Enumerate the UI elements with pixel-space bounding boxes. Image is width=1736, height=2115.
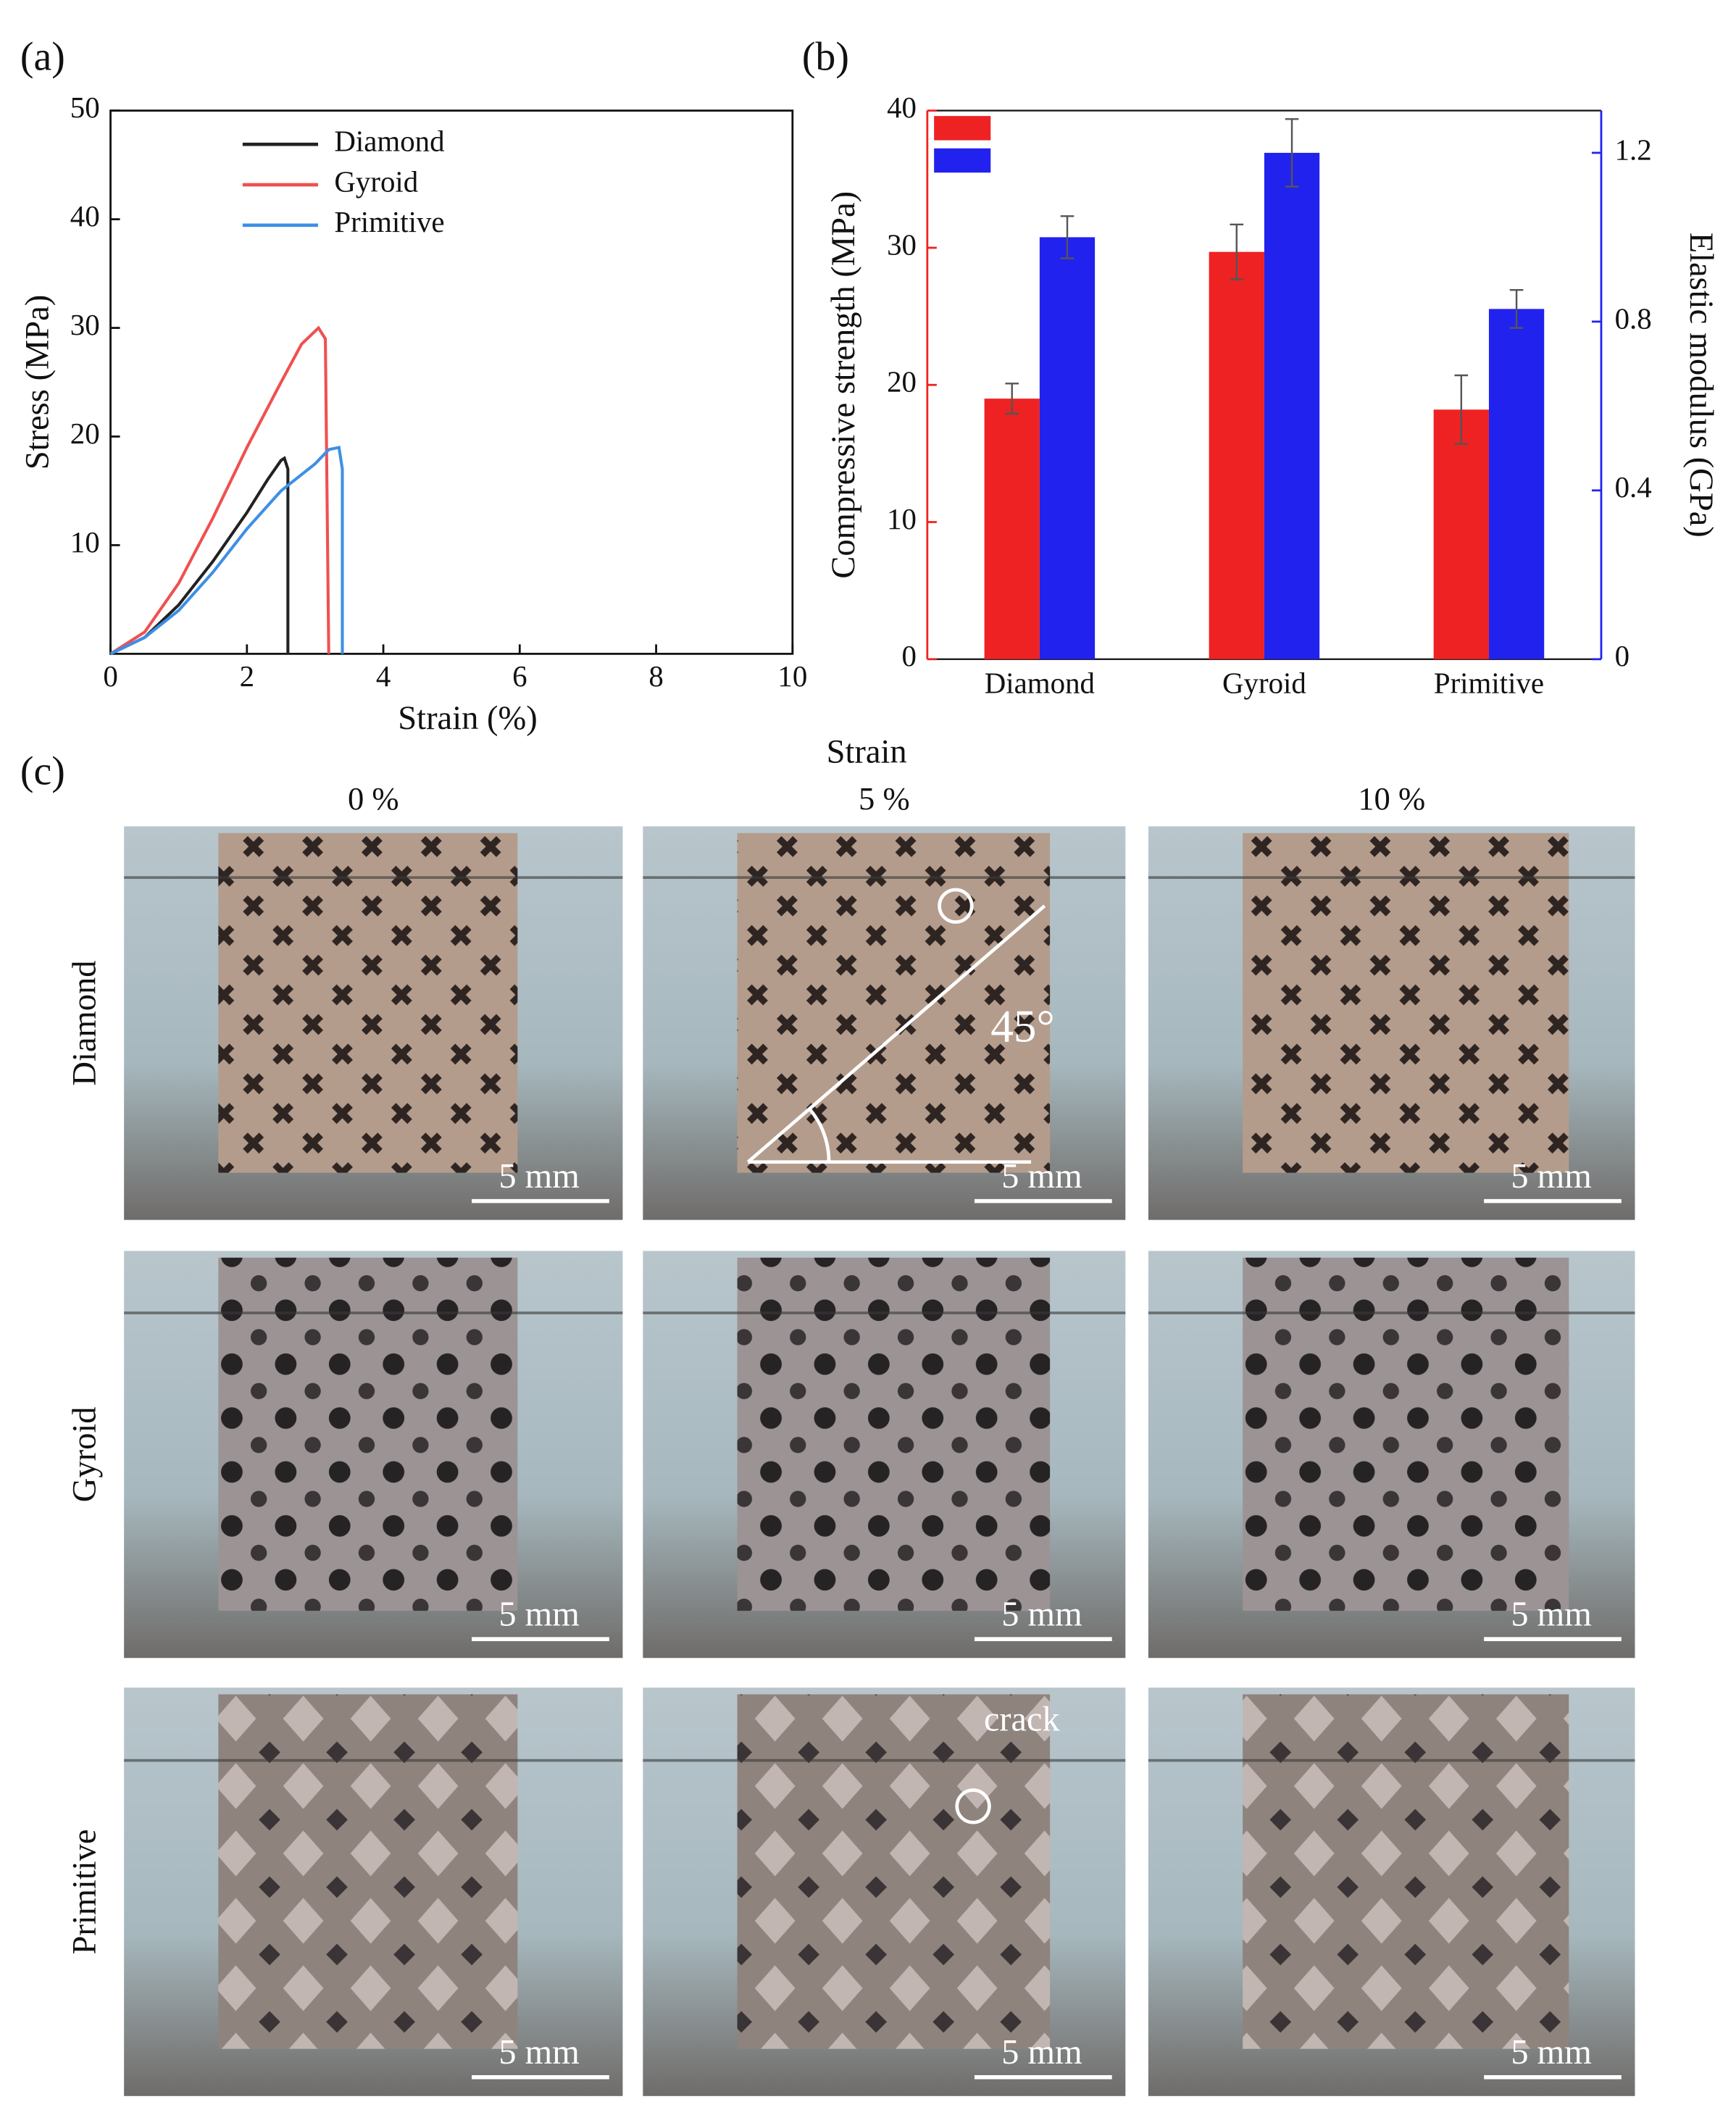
x-tick-label: 2: [240, 660, 254, 693]
row-label: Diamond: [67, 961, 104, 1086]
scale-bar-label: 5 mm: [498, 1595, 580, 1634]
scale-bar-label: 5 mm: [1511, 2033, 1592, 2072]
bar: [1039, 237, 1096, 659]
y-tick-label: 20: [887, 366, 917, 399]
plot-frame: [109, 109, 794, 655]
x-tick-label: Primitive: [1434, 667, 1544, 699]
series-line: [109, 325, 330, 656]
y2-tick-label: 0.8: [1615, 302, 1652, 335]
y2-tick-label: 1.2: [1615, 133, 1652, 166]
error-bar: [1454, 374, 1469, 445]
legend-swatch: [934, 116, 991, 141]
error-bar: [1285, 118, 1299, 188]
y-tick-label: 30: [887, 228, 917, 261]
bar: [1209, 251, 1264, 659]
y-tick-label: 30: [70, 309, 100, 341]
panel-label: (b): [802, 35, 849, 80]
legend-label: Diamond: [334, 125, 444, 158]
panel-label: (a): [20, 35, 65, 80]
scale-bar-label: 5 mm: [1511, 1157, 1592, 1196]
sample: [1243, 1257, 1569, 1611]
y2-tick-label: 0: [1615, 640, 1629, 672]
error-bar: [1230, 223, 1244, 280]
bar: [1488, 309, 1545, 659]
bar: [1264, 152, 1320, 659]
sample: [737, 1257, 1051, 1611]
y-axis-label: Compressive strength (MPa): [825, 191, 862, 579]
scale-bar-label: 5 mm: [1511, 1595, 1592, 1634]
scale-bar-label: 5 mm: [1001, 1595, 1082, 1634]
column-header: 0 %: [348, 780, 399, 817]
angle-guide: [746, 904, 1046, 1164]
series-line: [109, 456, 290, 656]
bar: [1433, 409, 1489, 659]
error-bar: [1060, 215, 1074, 259]
scale-bar-label: 5 mm: [498, 1157, 580, 1196]
y-tick-label: 20: [70, 417, 100, 450]
y-tick-label: 50: [70, 91, 100, 124]
y-tick-label: 0: [902, 640, 917, 672]
scale-bar-label: 5 mm: [1001, 2033, 1082, 2072]
series-line: [109, 446, 344, 656]
sample: [218, 1694, 518, 2049]
sample: [737, 1694, 1051, 2049]
legend-label: Gyroid: [334, 165, 418, 198]
y-tick-label: 40: [887, 91, 917, 124]
y-tick-label: 10: [887, 503, 917, 535]
legend-swatch: [934, 148, 991, 173]
sample: [1243, 1694, 1569, 2049]
scale-bar-label: 5 mm: [498, 2033, 580, 2072]
row-label: Gyroid: [67, 1406, 104, 1502]
column-header: 10 %: [1358, 780, 1425, 817]
sample: [1243, 833, 1569, 1173]
sample: [737, 833, 1051, 1173]
crack-label: crack: [984, 1701, 1060, 1739]
y2-axis-label: Elastic modulus (GPa): [1682, 233, 1719, 538]
marker-circle: [938, 888, 974, 924]
x-tick-label: 0: [103, 660, 117, 693]
x-axis-label: Strain (%): [398, 700, 537, 737]
bar: [984, 399, 1040, 659]
x-tick-label: 6: [512, 660, 527, 693]
x-tick-label: 10: [777, 660, 807, 693]
x-tick-label: Gyroid: [1222, 667, 1306, 699]
error-bar: [1005, 383, 1019, 415]
sample: [218, 833, 518, 1173]
row-label: Primitive: [67, 1829, 104, 1954]
panel-label: (c): [20, 749, 65, 794]
panel-title: Strain: [827, 734, 907, 771]
x-tick-label: 4: [376, 660, 391, 693]
y2-tick-label: 0.4: [1615, 471, 1652, 504]
angle-label: 45°: [990, 1001, 1055, 1052]
column-header: 5 %: [859, 780, 910, 817]
marker-circle: [955, 1788, 991, 1824]
x-tick-label: Diamond: [985, 667, 1095, 699]
y-tick-label: 40: [70, 200, 100, 233]
y-axis-label: Stress (MPa): [19, 295, 56, 470]
legend-label: Primitive: [334, 206, 444, 238]
y-tick-label: 10: [70, 526, 100, 559]
x-tick-label: 8: [648, 660, 663, 693]
error-bar: [1509, 288, 1524, 329]
sample: [218, 1257, 518, 1611]
